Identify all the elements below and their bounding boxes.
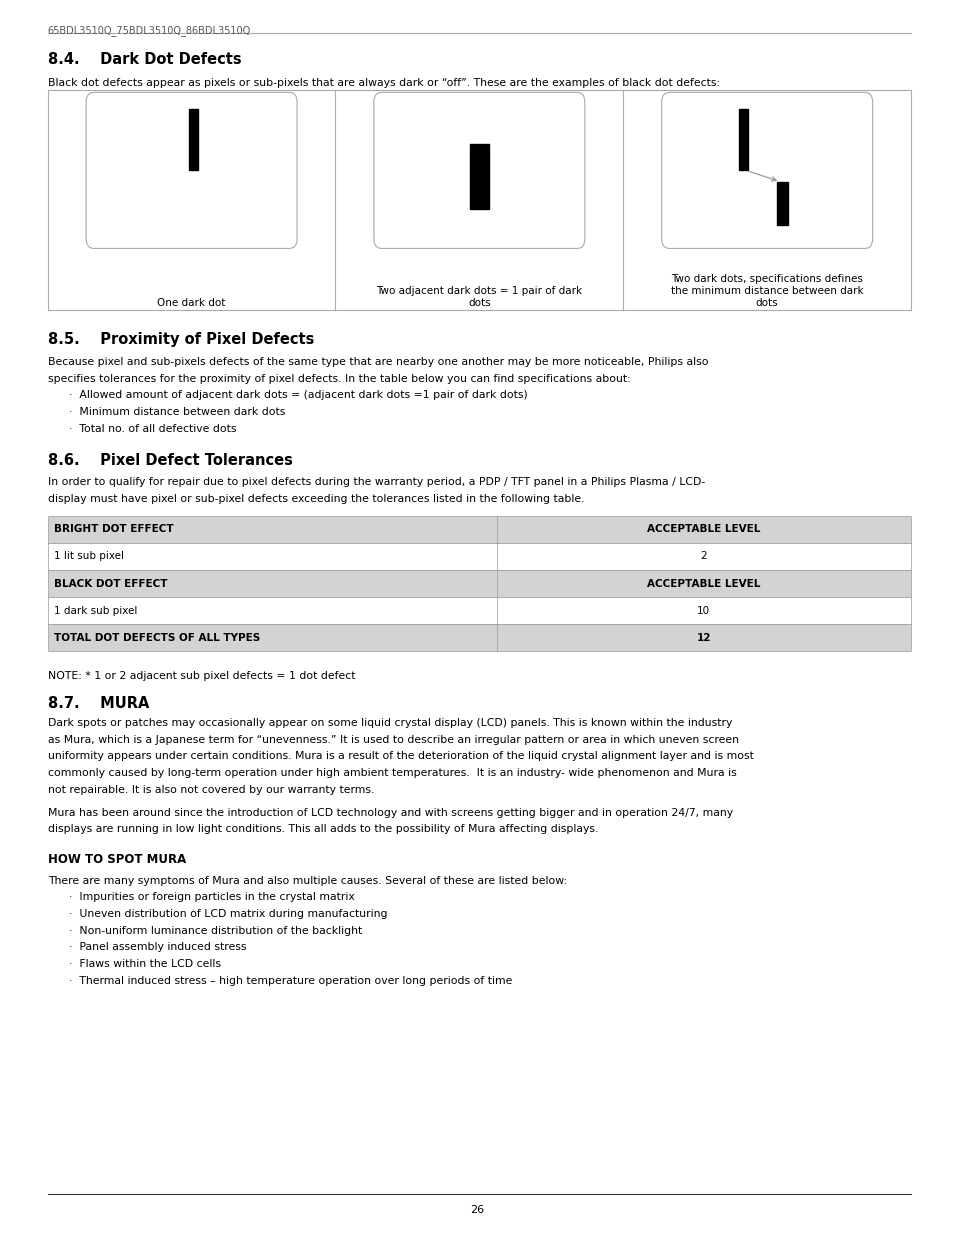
Bar <box>776 182 787 225</box>
Text: commonly caused by long-term operation under high ambient temperatures.  It is a: commonly caused by long-term operation u… <box>48 768 736 778</box>
Text: 12: 12 <box>696 632 710 643</box>
FancyBboxPatch shape <box>374 93 584 248</box>
Text: NOTE: * 1 or 2 adjacent sub pixel defects = 1 dot defect: NOTE: * 1 or 2 adjacent sub pixel defect… <box>48 671 355 682</box>
Text: 8.7.    MURA: 8.7. MURA <box>48 695 149 711</box>
Bar <box>48 597 910 624</box>
Text: ACCEPTABLE LEVEL: ACCEPTABLE LEVEL <box>646 578 760 589</box>
Text: ·  Thermal induced stress – high temperature operation over long periods of time: · Thermal induced stress – high temperat… <box>69 976 512 986</box>
Text: Two adjacent dark dots = 1 pair of dark
dots: Two adjacent dark dots = 1 pair of dark … <box>375 287 582 308</box>
FancyBboxPatch shape <box>86 93 296 248</box>
Text: Because pixel and sub-pixels defects of the same type that are nearby one anothe: Because pixel and sub-pixels defects of … <box>48 357 707 367</box>
Bar <box>189 109 198 170</box>
Text: 10: 10 <box>697 605 710 616</box>
Text: ·  Flaws within the LCD cells: · Flaws within the LCD cells <box>69 960 220 969</box>
Text: 8.6.    Pixel Defect Tolerances: 8.6. Pixel Defect Tolerances <box>48 452 293 468</box>
Text: ·  Allowed amount of adjacent dark dots = (adjacent dark dots =1 pair of dark do: · Allowed amount of adjacent dark dots =… <box>69 390 527 400</box>
Text: HOW TO SPOT MURA: HOW TO SPOT MURA <box>48 853 186 867</box>
Text: Mura has been around since the introduction of LCD technology and with screens g: Mura has been around since the introduct… <box>48 808 732 818</box>
Text: One dark dot: One dark dot <box>157 298 226 308</box>
Text: 2: 2 <box>700 551 706 562</box>
Text: ·  Total no. of all defective dots: · Total no. of all defective dots <box>69 424 236 433</box>
Text: ·  Non-uniform luminance distribution of the backlight: · Non-uniform luminance distribution of … <box>69 926 361 936</box>
Text: BLACK DOT EFFECT: BLACK DOT EFFECT <box>54 578 168 589</box>
Text: uniformity appears under certain conditions. Mura is a result of the deteriorati: uniformity appears under certain conditi… <box>48 751 753 762</box>
Text: ·  Uneven distribution of LCD matrix during manufacturing: · Uneven distribution of LCD matrix duri… <box>69 909 387 919</box>
Bar <box>48 515 910 543</box>
Text: ACCEPTABLE LEVEL: ACCEPTABLE LEVEL <box>646 524 760 535</box>
Bar <box>48 542 910 569</box>
Bar <box>48 569 910 597</box>
Text: 8.4.    Dark Dot Defects: 8.4. Dark Dot Defects <box>48 52 241 67</box>
Bar <box>469 144 488 209</box>
Text: ·  Panel assembly induced stress: · Panel assembly induced stress <box>69 942 246 952</box>
Text: ·  Impurities or foreign particles in the crystal matrix: · Impurities or foreign particles in the… <box>69 892 355 903</box>
Text: There are many symptoms of Mura and also multiple causes. Several of these are l: There are many symptoms of Mura and also… <box>48 876 566 885</box>
Text: BRIGHT DOT EFFECT: BRIGHT DOT EFFECT <box>54 524 173 535</box>
Text: 65BDL3510Q_75BDL3510Q_86BDL3510Q: 65BDL3510Q_75BDL3510Q_86BDL3510Q <box>48 25 251 36</box>
Bar <box>48 90 910 310</box>
Text: not repairable. It is also not covered by our warranty terms.: not repairable. It is also not covered b… <box>48 785 374 795</box>
Text: Two dark dots, specifications defines
the minimum distance between dark
dots: Two dark dots, specifications defines th… <box>670 274 862 308</box>
Text: 8.5.    Proximity of Pixel Defects: 8.5. Proximity of Pixel Defects <box>48 332 314 347</box>
Text: Black dot defects appear as pixels or sub-pixels that are always dark or “off”. : Black dot defects appear as pixels or su… <box>48 78 720 88</box>
Text: 1 lit sub pixel: 1 lit sub pixel <box>54 551 124 562</box>
Text: 26: 26 <box>470 1205 483 1215</box>
Text: Dark spots or patches may occasionally appear on some liquid crystal display (LC: Dark spots or patches may occasionally a… <box>48 718 731 729</box>
Text: In order to qualify for repair due to pixel defects during the warranty period, : In order to qualify for repair due to pi… <box>48 478 704 488</box>
Bar <box>48 624 910 651</box>
Text: TOTAL DOT DEFECTS OF ALL TYPES: TOTAL DOT DEFECTS OF ALL TYPES <box>54 632 260 643</box>
Text: as Mura, which is a Japanese term for “unevenness.” It is used to describe an ir: as Mura, which is a Japanese term for “u… <box>48 735 738 745</box>
Text: display must have pixel or sub-pixel defects exceeding the tolerances listed in : display must have pixel or sub-pixel def… <box>48 494 583 504</box>
Bar <box>738 109 747 170</box>
Text: ·  Minimum distance between dark dots: · Minimum distance between dark dots <box>69 408 285 417</box>
Text: specifies tolerances for the proximity of pixel defects. In the table below you : specifies tolerances for the proximity o… <box>48 374 630 384</box>
Text: displays are running in low light conditions. This all adds to the possibility o: displays are running in low light condit… <box>48 825 598 835</box>
Text: 1 dark sub pixel: 1 dark sub pixel <box>54 605 137 616</box>
FancyBboxPatch shape <box>661 93 872 248</box>
